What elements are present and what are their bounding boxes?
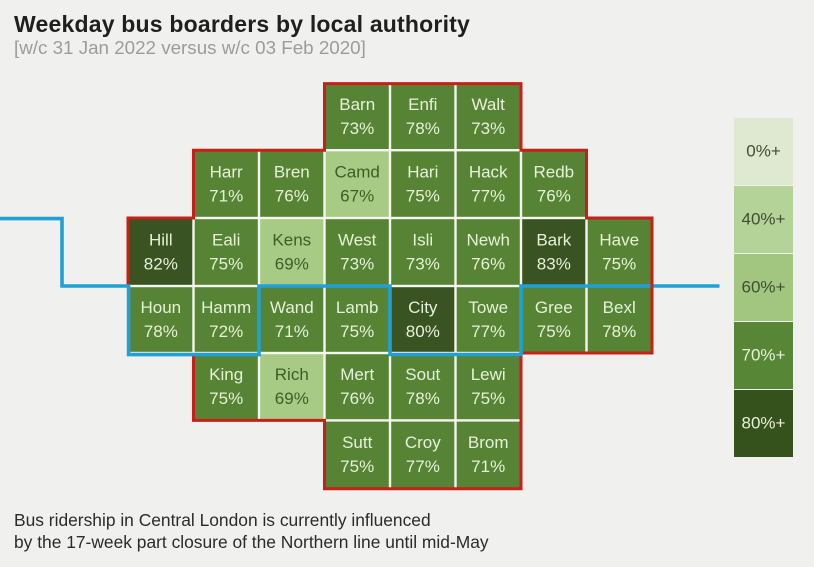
svg-text:City: City bbox=[408, 298, 438, 317]
svg-text:75%: 75% bbox=[602, 254, 636, 273]
svg-text:83%: 83% bbox=[537, 254, 571, 273]
svg-text:Hamm: Hamm bbox=[201, 298, 251, 317]
svg-text:73%: 73% bbox=[340, 119, 374, 138]
svg-text:75%: 75% bbox=[471, 389, 505, 408]
svg-text:75%: 75% bbox=[537, 322, 571, 341]
svg-text:77%: 77% bbox=[471, 186, 505, 205]
svg-text:West: West bbox=[338, 230, 377, 249]
svg-text:80%: 80% bbox=[406, 322, 440, 341]
svg-text:78%: 78% bbox=[602, 322, 636, 341]
svg-text:Barn: Barn bbox=[339, 95, 375, 114]
svg-text:Isli: Isli bbox=[412, 230, 433, 249]
svg-text:73%: 73% bbox=[471, 119, 505, 138]
svg-text:Bren: Bren bbox=[274, 162, 310, 181]
svg-text:71%: 71% bbox=[275, 322, 309, 341]
svg-text:70%+: 70%+ bbox=[742, 346, 786, 365]
svg-text:82%: 82% bbox=[144, 254, 178, 273]
svg-text:Gree: Gree bbox=[535, 298, 573, 317]
svg-text:75%: 75% bbox=[340, 322, 374, 341]
svg-text:Wand: Wand bbox=[270, 298, 314, 317]
svg-text:Have: Have bbox=[599, 230, 639, 249]
svg-text:Mert: Mert bbox=[340, 365, 374, 384]
svg-text:69%: 69% bbox=[275, 389, 309, 408]
svg-text:77%: 77% bbox=[471, 322, 505, 341]
svg-text:Bexl: Bexl bbox=[603, 298, 636, 317]
svg-text:75%: 75% bbox=[406, 186, 440, 205]
svg-text:78%: 78% bbox=[144, 322, 178, 341]
svg-text:Rich: Rich bbox=[275, 365, 309, 384]
svg-text:75%: 75% bbox=[209, 389, 243, 408]
svg-text:Lewi: Lewi bbox=[471, 365, 506, 384]
svg-text:75%: 75% bbox=[340, 457, 374, 476]
svg-text:76%: 76% bbox=[340, 389, 374, 408]
svg-text:Croy: Croy bbox=[405, 433, 441, 452]
svg-text:Camd: Camd bbox=[335, 162, 380, 181]
svg-text:Redb: Redb bbox=[533, 162, 574, 181]
svg-text:73%: 73% bbox=[340, 254, 374, 273]
svg-text:76%: 76% bbox=[471, 254, 505, 273]
svg-text:Lamb: Lamb bbox=[336, 298, 379, 317]
svg-text:Hari: Hari bbox=[407, 162, 438, 181]
svg-text:67%: 67% bbox=[340, 186, 374, 205]
svg-text:78%: 78% bbox=[406, 119, 440, 138]
svg-text:Walt: Walt bbox=[472, 95, 506, 114]
svg-text:Newh: Newh bbox=[466, 230, 509, 249]
svg-text:Houn: Houn bbox=[140, 298, 181, 317]
svg-text:0%+: 0%+ bbox=[746, 142, 781, 161]
svg-text:80%+: 80%+ bbox=[742, 414, 786, 433]
svg-text:Bark: Bark bbox=[536, 230, 571, 249]
svg-text:Towe: Towe bbox=[468, 298, 508, 317]
svg-text:71%: 71% bbox=[209, 186, 243, 205]
svg-text:69%: 69% bbox=[275, 254, 309, 273]
svg-text:Sutt: Sutt bbox=[342, 433, 373, 452]
svg-text:Hack: Hack bbox=[469, 162, 508, 181]
svg-text:60%+: 60%+ bbox=[742, 278, 786, 297]
svg-text:77%: 77% bbox=[406, 457, 440, 476]
svg-text:Sout: Sout bbox=[405, 365, 440, 384]
svg-text:73%: 73% bbox=[406, 254, 440, 273]
svg-text:Hill: Hill bbox=[149, 230, 173, 249]
svg-text:Harr: Harr bbox=[210, 162, 243, 181]
svg-text:76%: 76% bbox=[275, 186, 309, 205]
svg-text:King: King bbox=[209, 365, 243, 384]
svg-text:Eali: Eali bbox=[212, 230, 240, 249]
svg-text:75%: 75% bbox=[209, 254, 243, 273]
svg-text:71%: 71% bbox=[471, 457, 505, 476]
svg-text:40%+: 40%+ bbox=[742, 210, 786, 229]
svg-text:72%: 72% bbox=[209, 322, 243, 341]
svg-text:78%: 78% bbox=[406, 389, 440, 408]
svg-text:Brom: Brom bbox=[468, 433, 509, 452]
svg-text:Kens: Kens bbox=[272, 230, 311, 249]
svg-text:Enfi: Enfi bbox=[408, 95, 437, 114]
svg-text:76%: 76% bbox=[537, 186, 571, 205]
